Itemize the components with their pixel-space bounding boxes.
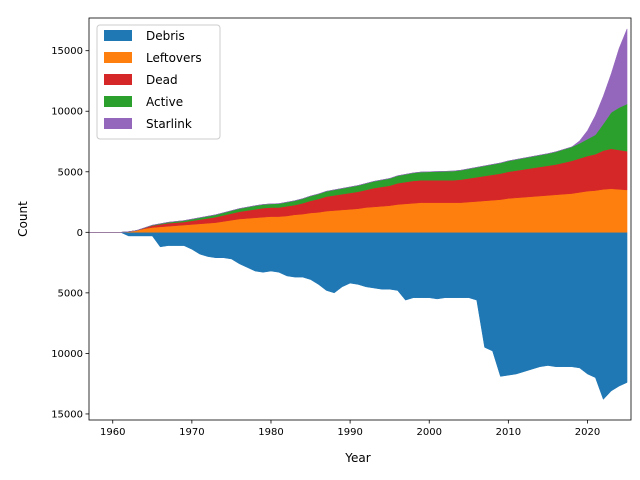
x-tick-label: 1980	[258, 427, 283, 438]
x-axis-label: Year	[344, 451, 370, 465]
x-tick-label: 1960	[100, 427, 125, 438]
legend-label-starlink: Starlink	[146, 117, 192, 131]
y-tick-label: 0	[77, 228, 83, 239]
y-tick-label: 15000	[51, 409, 83, 420]
y-tick-label: 5000	[58, 288, 83, 299]
x-tick-label: 2020	[575, 427, 600, 438]
y-tick-label: 15000	[51, 46, 83, 57]
legend-swatch-starlink	[104, 118, 132, 129]
legend-label-leftovers: Leftovers	[146, 51, 202, 65]
x-tick-label: 1990	[337, 427, 362, 438]
legend-swatch-dead	[104, 74, 132, 85]
legend-label-active: Active	[146, 95, 183, 109]
area-series-group	[89, 28, 628, 400]
area-series-starlink	[89, 28, 628, 233]
x-tick-label: 2010	[496, 427, 521, 438]
legend: Debris Leftovers Dead Active Starlink	[96, 24, 221, 140]
y-axis-label: Count	[16, 201, 30, 237]
y-tick-label: 10000	[51, 349, 83, 360]
legend-swatch-debris	[104, 30, 132, 41]
y-axis-ticks: 15000 10000 5000 0 5000 10000 15000	[51, 46, 89, 420]
legend-swatch-leftovers	[104, 52, 132, 63]
legend-label-debris: Debris	[146, 29, 185, 43]
y-tick-label: 10000	[51, 107, 83, 118]
plot-frame	[88, 17, 632, 421]
legend-label-dead: Dead	[146, 73, 178, 87]
x-tick-label: 2000	[417, 427, 442, 438]
legend-swatch-active	[104, 96, 132, 107]
y-tick-label: 5000	[58, 167, 83, 178]
x-axis-ticks: 1960 1970 1980 1990 2000 2010 2020	[100, 420, 600, 438]
x-tick-label: 1970	[179, 427, 204, 438]
